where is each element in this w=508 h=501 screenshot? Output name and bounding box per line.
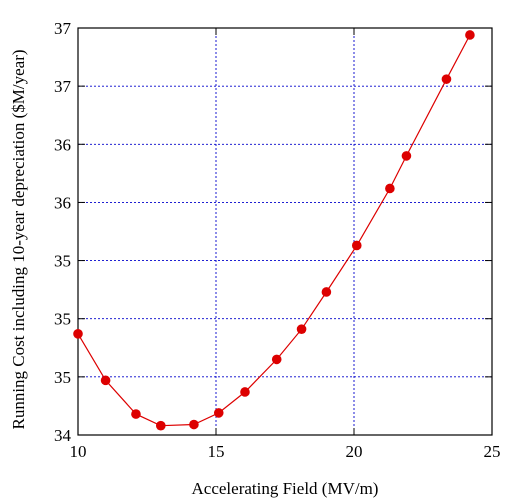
x-tick-label-0: 10	[70, 442, 87, 461]
y-tick-label-3: 35	[54, 252, 71, 271]
grid	[78, 28, 492, 435]
x-tick-label-3: 25	[484, 442, 501, 461]
x-axis-title: Accelerating Field (MV/m)	[192, 479, 379, 498]
y-axis-tick-labels: 34 35 35 35 36 36 37 37	[54, 19, 72, 445]
data-point-1	[100, 375, 111, 386]
y-tick-label-5: 36	[54, 135, 71, 154]
data-point-11	[385, 183, 395, 194]
data-point-10	[351, 240, 362, 251]
data-point-7	[271, 354, 282, 365]
y-tick-label-6: 37	[54, 77, 72, 96]
axis-ticks	[77, 27, 493, 436]
x-axis-tick-labels: 10 15 20 25	[70, 442, 501, 461]
x-tick-label-2: 20	[346, 442, 363, 461]
data-point-6	[240, 387, 250, 397]
data-point-12	[401, 151, 412, 161]
plot-frame	[77, 27, 493, 436]
data-point-14	[465, 30, 475, 40]
data-point-5	[213, 408, 224, 418]
data-point-13	[441, 74, 452, 84]
data-point-0	[73, 329, 83, 339]
data-point-9	[321, 287, 332, 297]
x-tick-label-1: 15	[208, 442, 225, 461]
y-tick-label-7: 37	[54, 19, 72, 38]
data-point-3	[156, 420, 166, 431]
data-series	[73, 30, 475, 431]
y-tick-label-0: 34	[54, 426, 72, 445]
y-tick-label-2: 35	[54, 310, 71, 329]
data-point-8	[296, 324, 307, 334]
data-point-2	[131, 409, 141, 419]
y-axis-title: Running Cost including 10-year depreciat…	[9, 49, 28, 429]
y-tick-label-4: 36	[54, 193, 71, 212]
series-line-0	[77, 34, 471, 427]
y-tick-label-1: 35	[54, 368, 71, 387]
data-point-4	[189, 419, 199, 430]
